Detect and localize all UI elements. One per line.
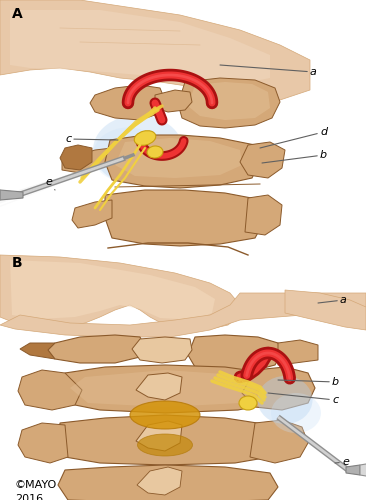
Text: ©MAYO
2016: ©MAYO 2016 <box>15 480 57 500</box>
Polygon shape <box>105 94 150 117</box>
Text: B: B <box>12 256 23 270</box>
Polygon shape <box>132 337 192 363</box>
Text: c: c <box>268 393 338 405</box>
Polygon shape <box>70 370 258 407</box>
Ellipse shape <box>134 130 156 146</box>
Ellipse shape <box>93 128 163 182</box>
Ellipse shape <box>239 396 257 410</box>
Text: c: c <box>65 134 118 144</box>
Text: A: A <box>12 7 23 21</box>
Polygon shape <box>115 138 242 178</box>
Text: a: a <box>318 295 347 305</box>
Text: d: d <box>260 127 327 148</box>
Polygon shape <box>60 145 92 170</box>
Polygon shape <box>250 420 308 463</box>
Polygon shape <box>0 293 366 337</box>
Ellipse shape <box>130 401 200 429</box>
Polygon shape <box>240 142 285 178</box>
Polygon shape <box>18 423 68 463</box>
Text: a: a <box>220 65 317 77</box>
Polygon shape <box>285 290 366 330</box>
Polygon shape <box>188 82 270 120</box>
Polygon shape <box>105 190 265 246</box>
Polygon shape <box>0 0 310 100</box>
Polygon shape <box>137 467 182 495</box>
Polygon shape <box>10 10 270 84</box>
Polygon shape <box>58 365 278 413</box>
Ellipse shape <box>138 434 193 456</box>
Polygon shape <box>278 340 318 365</box>
Polygon shape <box>360 462 366 478</box>
Ellipse shape <box>271 393 321 433</box>
Polygon shape <box>72 200 112 228</box>
Text: b: b <box>262 150 327 163</box>
Polygon shape <box>62 148 114 173</box>
Polygon shape <box>136 421 182 451</box>
Polygon shape <box>346 465 360 475</box>
Polygon shape <box>188 335 282 371</box>
Polygon shape <box>58 465 278 500</box>
Ellipse shape <box>93 115 183 185</box>
Polygon shape <box>155 90 192 112</box>
Polygon shape <box>48 335 145 363</box>
Polygon shape <box>0 255 240 329</box>
Text: e: e <box>335 457 349 467</box>
Polygon shape <box>242 367 315 410</box>
Text: b: b <box>278 377 339 387</box>
Polygon shape <box>245 195 282 235</box>
Polygon shape <box>10 260 215 320</box>
Polygon shape <box>178 78 280 128</box>
Polygon shape <box>20 343 55 359</box>
Polygon shape <box>18 370 82 410</box>
Ellipse shape <box>147 146 163 158</box>
Polygon shape <box>90 85 165 120</box>
Polygon shape <box>105 135 260 188</box>
Ellipse shape <box>258 376 313 424</box>
Polygon shape <box>0 190 23 200</box>
Polygon shape <box>58 415 278 465</box>
Polygon shape <box>136 373 182 400</box>
Text: e: e <box>45 177 55 190</box>
